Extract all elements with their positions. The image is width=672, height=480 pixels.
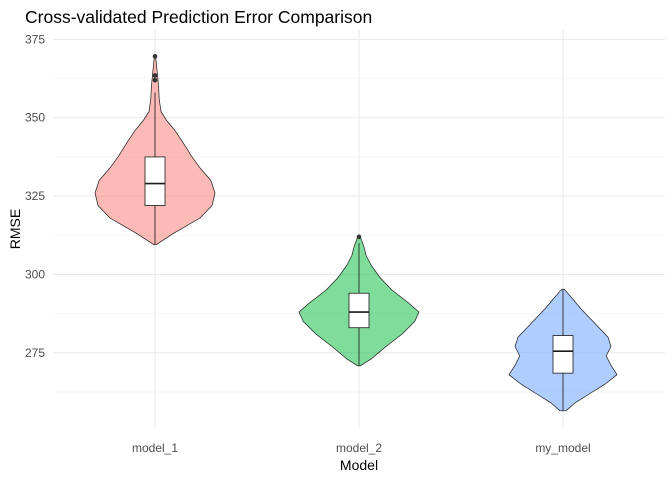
outlier-point — [153, 78, 158, 83]
box-model_1 — [145, 157, 165, 206]
outlier-point — [357, 235, 362, 240]
y-tick-label: 325 — [25, 189, 45, 203]
x-tick-label: model_1 — [132, 441, 178, 455]
y-tick-label: 300 — [25, 267, 45, 281]
y-tick-label: 375 — [25, 32, 45, 46]
y-tick-label: 350 — [25, 111, 45, 125]
box-model_2 — [349, 293, 369, 327]
outlier-point — [153, 54, 158, 59]
outlier-point — [153, 73, 158, 78]
y-tick-label: 275 — [25, 346, 45, 360]
x-tick-label: model_2 — [336, 441, 382, 455]
x-axis-title: Model — [340, 457, 378, 473]
box-my_model — [553, 336, 573, 374]
x-tick-label: my_model — [535, 441, 590, 455]
y-axis-title: RMSE — [7, 209, 23, 249]
